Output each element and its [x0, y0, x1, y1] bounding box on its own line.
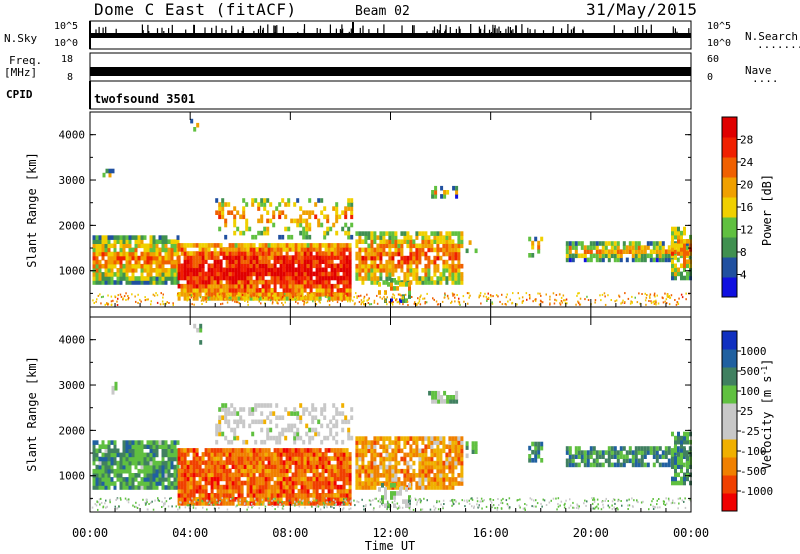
colorbar-swatch: [722, 493, 737, 512]
velocity-axis-ticks: 4000 3000 2000 1000: [59, 316, 691, 499]
colorbar-swatch: [722, 457, 737, 476]
colorbar-swatch: [722, 367, 737, 386]
nave-label: Nave: [745, 64, 772, 77]
nave-dots: ....: [752, 72, 779, 85]
chart-title: Dome C East (fitACF): [94, 0, 297, 19]
velocity-colorbar-label: Velocity [m s-1]: [760, 359, 775, 470]
velocity-y-axis-label: Slant Range [km]: [25, 356, 39, 472]
nave-tick-bottom: 0: [707, 72, 714, 83]
colorbar-tick-label: 16: [740, 201, 753, 214]
colorbar-swatch: [722, 385, 737, 404]
colorbar-swatch: [722, 257, 737, 278]
power-y-axis-label: Slant Range [km]: [25, 152, 39, 268]
velocity-colorbar: 1000 500 100 25 -25 -100 -500 -1000: [721, 330, 773, 512]
colorbar-swatch: [722, 177, 737, 198]
colorbar-tick-label: 25: [740, 405, 753, 418]
y-tick-label: 1000: [59, 470, 86, 483]
colorbar-tick-label: -1000: [740, 485, 773, 498]
nsky-label: N.Sky: [4, 32, 38, 45]
nsearch-dots: ........: [757, 38, 800, 51]
colorbar-swatch: [722, 157, 737, 178]
freq-label: Freq.: [9, 54, 43, 67]
nsky-tick-top: 10^5: [54, 21, 79, 32]
colorbar-tick-label: 12: [740, 224, 753, 237]
x-tick-label: 00:00: [673, 526, 709, 540]
colorbar-tick-label: -500: [740, 465, 767, 478]
y-tick-label: 3000: [59, 174, 86, 187]
colorbar-tick-label: 1000: [740, 345, 767, 358]
colorbar-swatch: [722, 403, 737, 422]
colorbar-swatch: [722, 331, 737, 350]
colorbar-tick-label: 8: [740, 246, 747, 259]
colorbar-swatch: [722, 475, 737, 494]
y-tick-label: 2000: [59, 424, 86, 437]
colorbar-tick-label: -100: [740, 445, 767, 458]
nsearch-tick-bottom: 10^0: [707, 38, 732, 49]
nsearch-tick-top: 10^5: [707, 21, 732, 32]
colorbar-swatch: [722, 439, 737, 458]
power-heatmap: [92, 118, 692, 306]
x-tick-label: 04:00: [172, 526, 208, 540]
cpid-panel-frame: [89, 80, 692, 110]
colorbar-swatch: [722, 349, 737, 368]
cpid-value: twofsound 3501: [94, 92, 196, 106]
colorbar-tick-label: 500: [740, 365, 760, 378]
nsearch-label: N.Search: [745, 30, 798, 43]
power-colorbar-label: Power [dB]: [760, 174, 774, 246]
nsky-trace: [89, 21, 691, 49]
colorbar-swatch: [722, 217, 737, 238]
y-tick-label: 4000: [59, 334, 86, 347]
colorbar-swatch: [722, 421, 737, 440]
colorbar-swatch: [722, 197, 737, 218]
freq-tick-bottom: 8: [67, 72, 74, 83]
y-tick-label: 2000: [59, 219, 86, 232]
colorbar-tick-label: 24: [740, 156, 754, 169]
nsky-tick-bottom: 10^0: [54, 38, 79, 49]
y-tick-label: 1000: [59, 265, 86, 278]
colorbar-swatch: [722, 237, 737, 258]
colorbar-tick-label: -25: [740, 425, 760, 438]
x-tick-label: 16:00: [473, 526, 509, 540]
y-tick-label: 3000: [59, 379, 86, 392]
velocity-heatmap: [90, 323, 692, 511]
x-tick-label: 20:00: [573, 526, 609, 540]
power-colorbar: 28 24 20 16 12 8 4: [721, 116, 754, 298]
freq-trace: [90, 67, 691, 76]
freq-unit-label: [MHz]: [4, 66, 38, 79]
x-axis-label: Time UT: [365, 539, 416, 553]
colorbar-tick-label: 100: [740, 385, 760, 398]
x-tick-label: 08:00: [272, 526, 308, 540]
power-axis-ticks: 4000 3000 2000 1000: [59, 111, 691, 294]
x-axis-ticks: 00:00 04:00 08:00 12:00 16:00 20:00 00:00: [72, 112, 709, 540]
x-tick-label: 00:00: [72, 526, 108, 540]
nave-tick-top: 60: [707, 54, 720, 65]
y-tick-label: 4000: [59, 129, 86, 142]
colorbar-tick-label: 20: [740, 179, 753, 192]
colorbar-swatch: [722, 277, 737, 298]
beam-label: Beam 02: [355, 4, 410, 19]
colorbar-tick-label: 4: [740, 269, 747, 282]
colorbar-tick-label: 28: [740, 134, 753, 147]
cpid-label: CPID: [6, 88, 33, 101]
colorbar-swatch: [722, 137, 737, 158]
date-label: 31/May/2015: [586, 0, 698, 19]
freq-tick-top: 18: [61, 54, 74, 65]
colorbar-swatch: [722, 117, 737, 138]
x-tick-label: 12:00: [372, 526, 408, 540]
